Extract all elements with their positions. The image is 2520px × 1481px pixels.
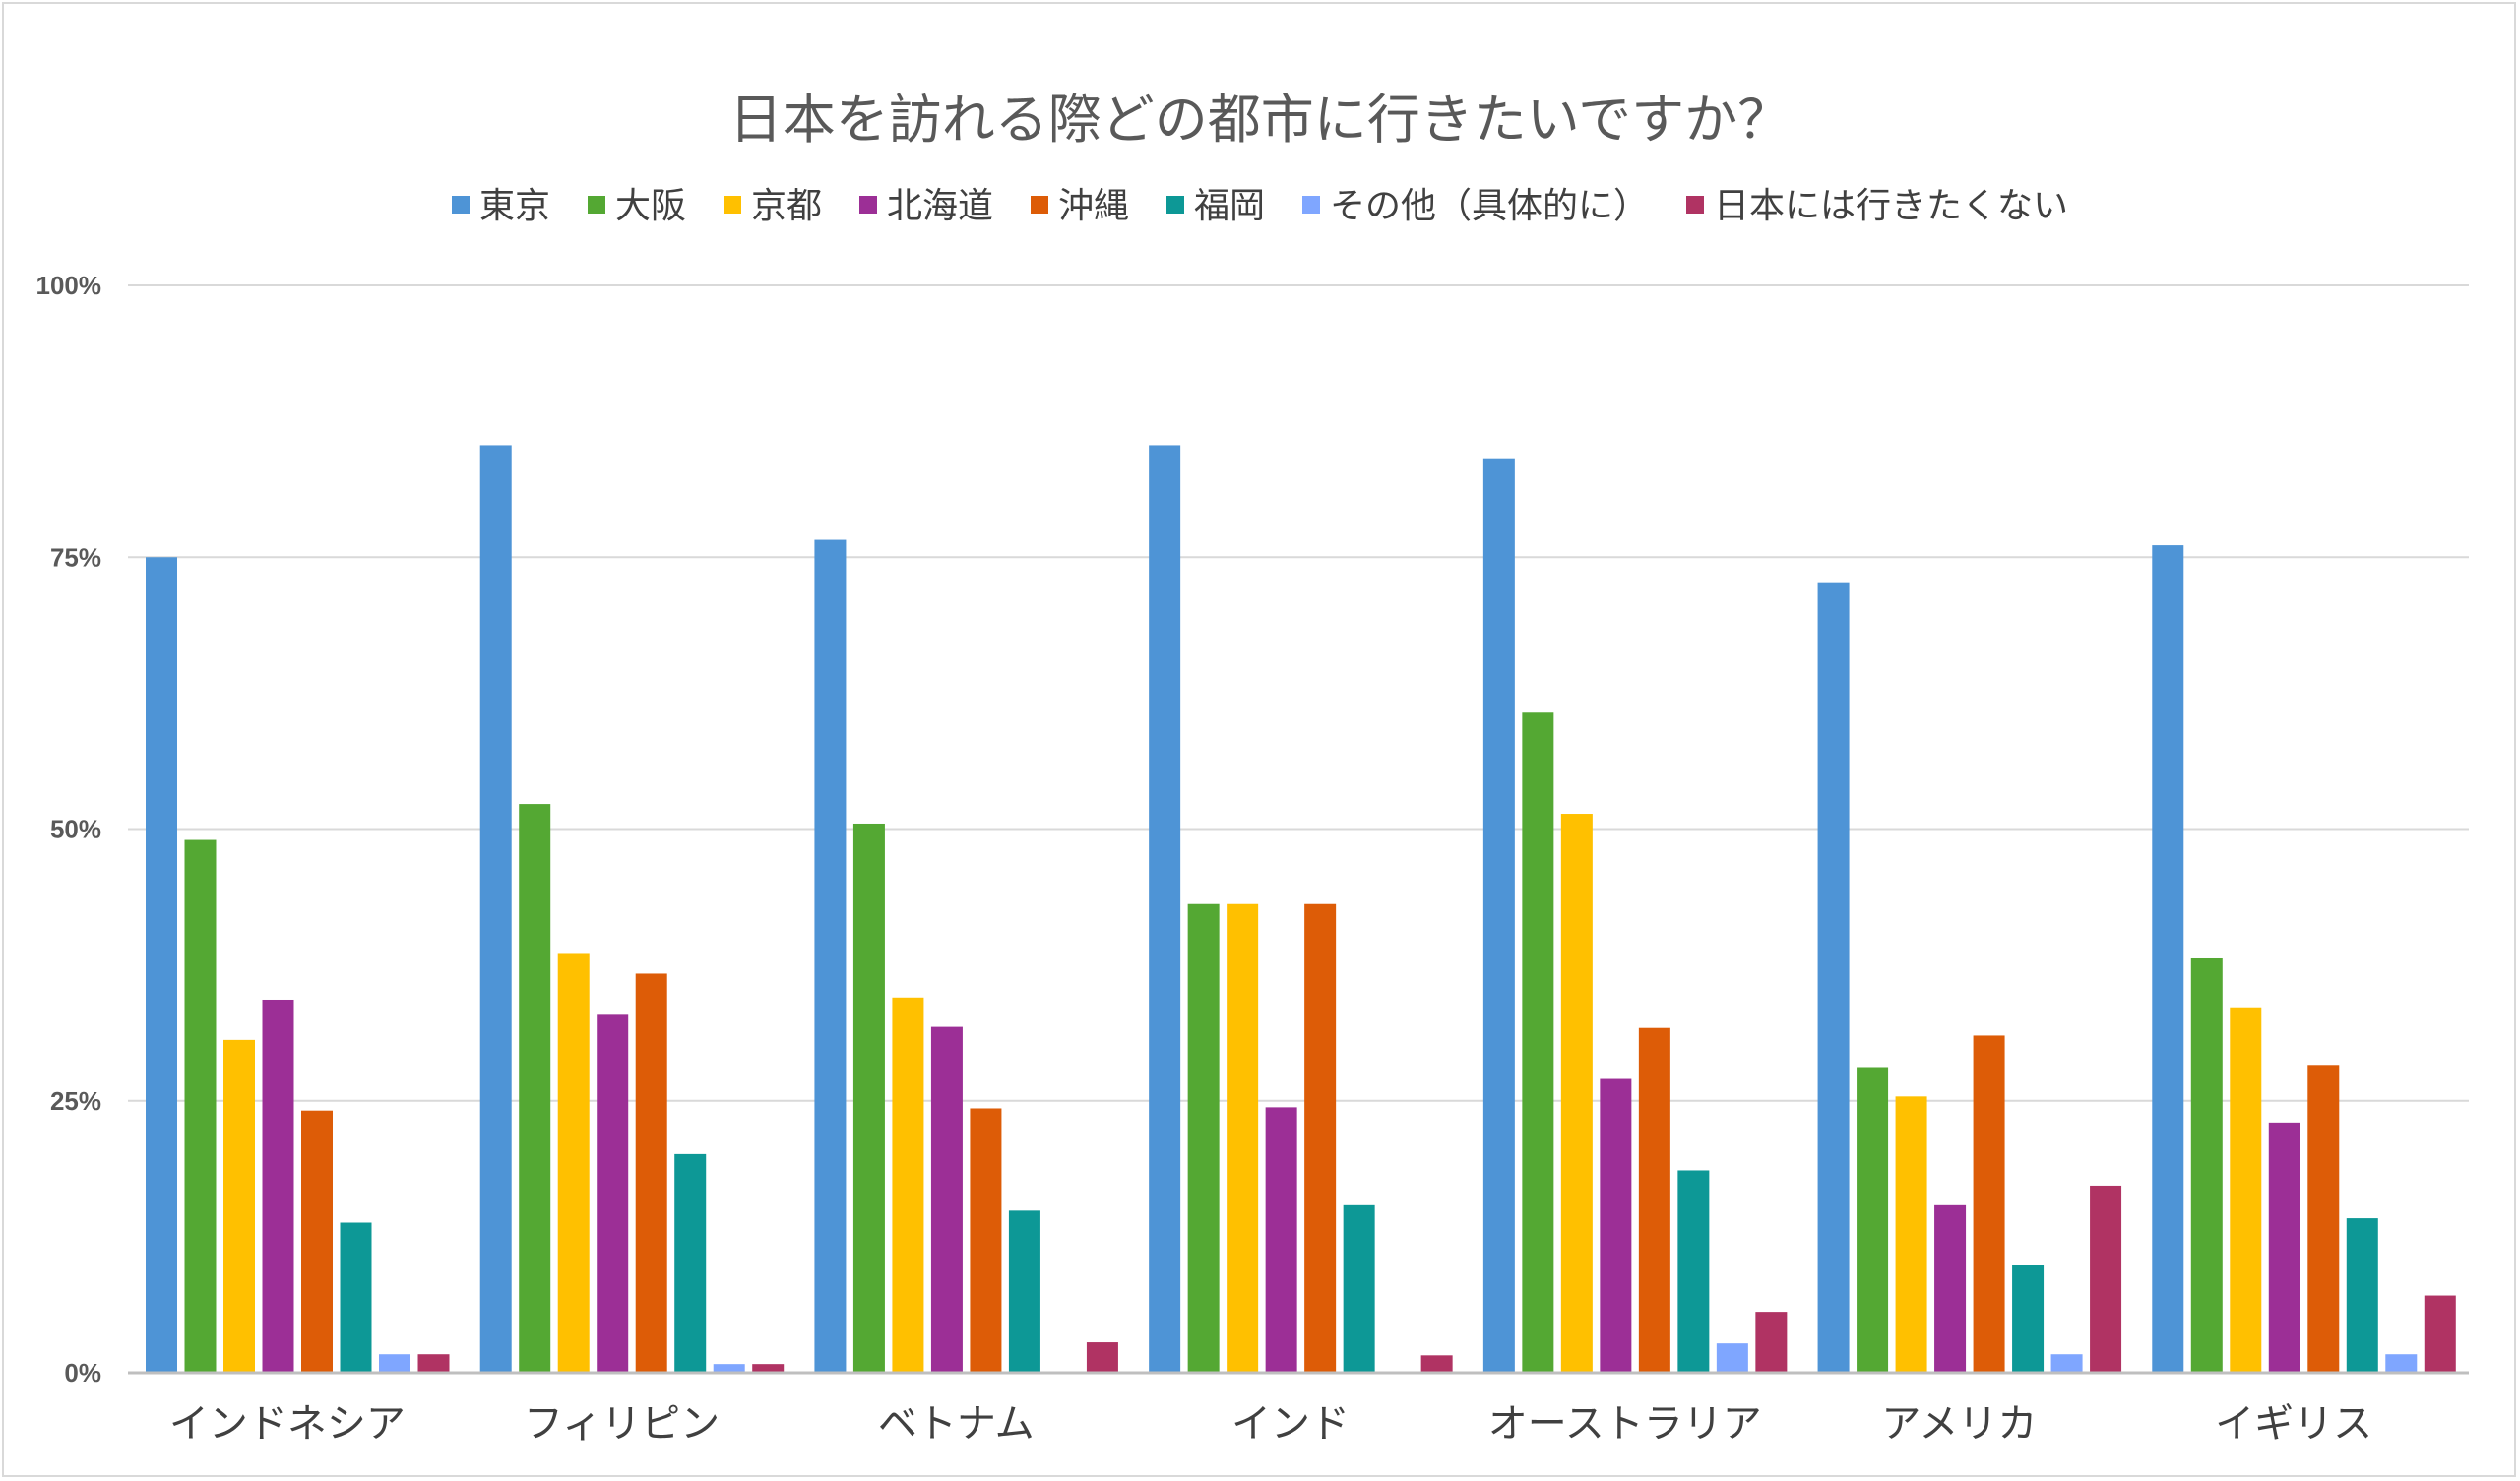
gridlines	[128, 285, 2469, 1101]
bar	[341, 1223, 372, 1373]
bar	[263, 1000, 294, 1373]
legend-label: その他（具体的に）	[1330, 186, 1649, 226]
bar	[379, 1354, 410, 1373]
bar	[1677, 1170, 1709, 1373]
bar	[301, 1111, 333, 1373]
bar	[558, 953, 590, 1373]
legend-label: 日本には行きたくない	[1714, 186, 2068, 226]
bar	[1227, 904, 1258, 1373]
chart-title: 日本を訪れる際どの都市に行きたいですか？	[729, 89, 1791, 151]
legend-label: 東京	[479, 186, 550, 226]
bar	[2269, 1123, 2300, 1373]
x-tick-label: イギリス	[2215, 1401, 2372, 1447]
y-tick-label: 50%	[50, 815, 101, 844]
bar	[2051, 1354, 2083, 1373]
legend-label: 沖縄	[1058, 186, 1129, 226]
legend-label: 北海道	[887, 186, 993, 226]
bar	[223, 1040, 255, 1373]
y-tick-label: 100%	[36, 271, 102, 300]
bar	[418, 1354, 450, 1373]
bar	[1974, 1035, 2005, 1373]
bar	[1639, 1028, 1670, 1373]
bar	[1344, 1205, 1375, 1373]
bar	[480, 445, 512, 1373]
bar	[853, 824, 885, 1373]
bar	[1149, 445, 1180, 1373]
legend-swatch	[724, 196, 741, 214]
bar	[1188, 904, 1220, 1373]
bar	[2385, 1354, 2417, 1373]
legend-swatch	[1031, 196, 1048, 214]
x-tick-label: インドネシア	[169, 1401, 406, 1447]
bar	[146, 557, 177, 1373]
bar	[636, 973, 667, 1373]
bar	[1934, 1205, 1966, 1373]
x-tick-label: インド	[1231, 1401, 1350, 1447]
x-tick-label: オーストラリア	[1488, 1401, 1762, 1447]
bar	[1896, 1096, 1927, 1373]
y-tick-label: 25%	[50, 1086, 101, 1116]
bar	[1600, 1079, 1631, 1373]
bar	[2425, 1296, 2456, 1373]
bar	[1421, 1355, 1453, 1373]
bar	[185, 840, 217, 1373]
bar	[2191, 958, 2223, 1373]
bar	[1857, 1067, 1888, 1373]
bar	[2090, 1186, 2121, 1373]
x-tick-label: ベトナム	[878, 1401, 1035, 1447]
legend-swatch	[588, 196, 605, 214]
bar	[1266, 1107, 1297, 1373]
bar	[970, 1108, 1001, 1373]
x-tick-label: フィリピン	[524, 1401, 720, 1447]
bar	[814, 540, 846, 1373]
legend-swatch	[1302, 196, 1320, 214]
bar	[1304, 904, 1336, 1373]
legend-swatch	[1166, 196, 1184, 214]
x-tick-label: アメリカ	[1881, 1401, 2037, 1447]
bar	[519, 804, 550, 1373]
bar	[2012, 1265, 2044, 1373]
bar	[1087, 1342, 1118, 1373]
bar	[1561, 814, 1593, 1373]
legend-swatch	[859, 196, 877, 214]
bar	[2307, 1065, 2339, 1373]
bars	[146, 445, 2456, 1373]
legend-swatch	[452, 196, 470, 214]
bar	[1009, 1210, 1040, 1373]
bar	[2347, 1218, 2378, 1373]
bar	[1755, 1312, 1787, 1373]
bar	[1717, 1343, 1748, 1373]
bar	[892, 998, 923, 1373]
y-tick-label: 75%	[50, 542, 101, 572]
bar	[1522, 712, 1553, 1373]
bar	[2230, 1008, 2261, 1373]
bar	[674, 1154, 706, 1373]
legend-swatch	[1686, 196, 1704, 214]
legend-label: 福岡	[1194, 186, 1265, 226]
y-tick-label: 0%	[64, 1358, 101, 1388]
bar	[597, 1014, 628, 1373]
y-axis: 0% 25% 50% 75% 100%	[36, 271, 102, 1388]
legend-label: 大阪	[615, 186, 686, 226]
bar	[2152, 545, 2183, 1373]
bar	[1818, 583, 1850, 1373]
x-axis: インドネシア フィリピン ベトナム インド オーストラリア アメリカ イギリス	[128, 1373, 2469, 1447]
legend-label: 京都	[751, 186, 822, 226]
bar	[931, 1027, 963, 1373]
legend: 東京 大阪 京都 北海道 沖縄 福岡 その他（具体的に） 日本には行きたくない	[452, 186, 2068, 226]
bar	[1483, 459, 1515, 1373]
